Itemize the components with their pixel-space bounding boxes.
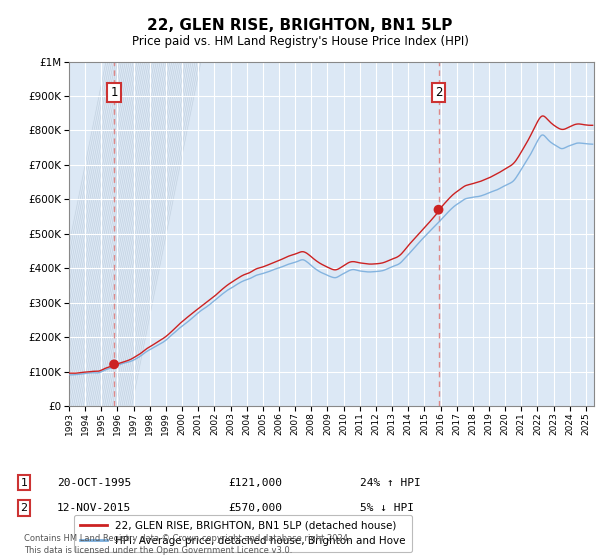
- Text: 2: 2: [20, 503, 28, 513]
- Text: 12-NOV-2015: 12-NOV-2015: [57, 503, 131, 513]
- Text: 20-OCT-1995: 20-OCT-1995: [57, 478, 131, 488]
- Text: 22, GLEN RISE, BRIGHTON, BN1 5LP: 22, GLEN RISE, BRIGHTON, BN1 5LP: [148, 18, 452, 32]
- Text: 2: 2: [435, 86, 442, 99]
- Text: 1: 1: [110, 86, 118, 99]
- Text: 5% ↓ HPI: 5% ↓ HPI: [360, 503, 414, 513]
- Text: Contains HM Land Registry data © Crown copyright and database right 2024.
This d: Contains HM Land Registry data © Crown c…: [24, 534, 350, 555]
- Text: £570,000: £570,000: [228, 503, 282, 513]
- Text: £121,000: £121,000: [228, 478, 282, 488]
- Point: [109, 360, 119, 369]
- Text: 24% ↑ HPI: 24% ↑ HPI: [360, 478, 421, 488]
- Legend: 22, GLEN RISE, BRIGHTON, BN1 5LP (detached house), HPI: Average price, detached : 22, GLEN RISE, BRIGHTON, BN1 5LP (detach…: [74, 515, 412, 552]
- Text: 1: 1: [20, 478, 28, 488]
- Text: Price paid vs. HM Land Registry's House Price Index (HPI): Price paid vs. HM Land Registry's House …: [131, 35, 469, 49]
- Point: [434, 205, 443, 214]
